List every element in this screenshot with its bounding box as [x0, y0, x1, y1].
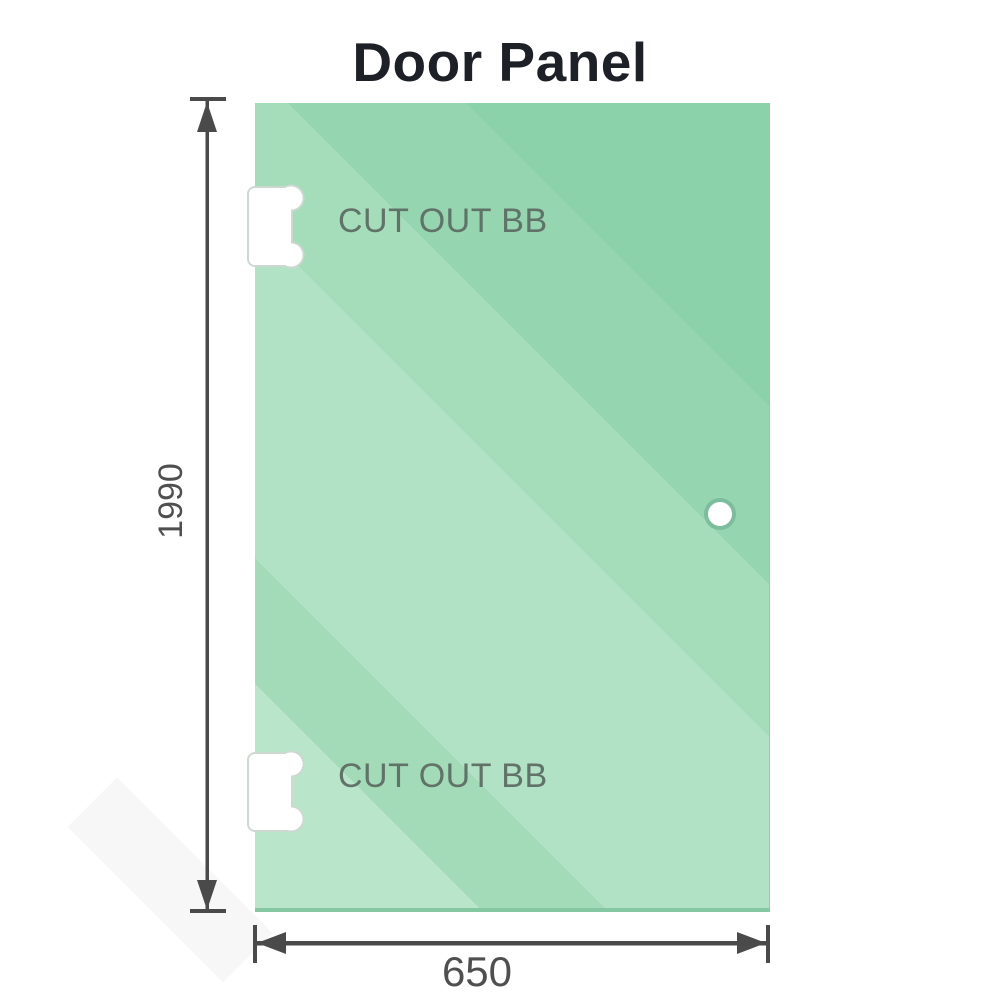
width-dimension-label: 650: [441, 948, 513, 995]
page-title: Door Panel: [352, 31, 648, 93]
height-dimension-arrow: [190, 97, 226, 913]
height-dimension-label: 1990: [152, 463, 190, 539]
cutout-top-label: CUT OUT BB: [338, 202, 548, 240]
glass-panel: [255, 103, 770, 912]
hinge-cutout-top-icon: [247, 184, 305, 269]
width-dimension-arrow: [253, 925, 770, 963]
cutout-bottom-label: CUT OUT BB: [338, 757, 548, 795]
hinge-cutout-bottom-icon: [247, 750, 305, 833]
handle-hole-icon: [704, 498, 736, 530]
